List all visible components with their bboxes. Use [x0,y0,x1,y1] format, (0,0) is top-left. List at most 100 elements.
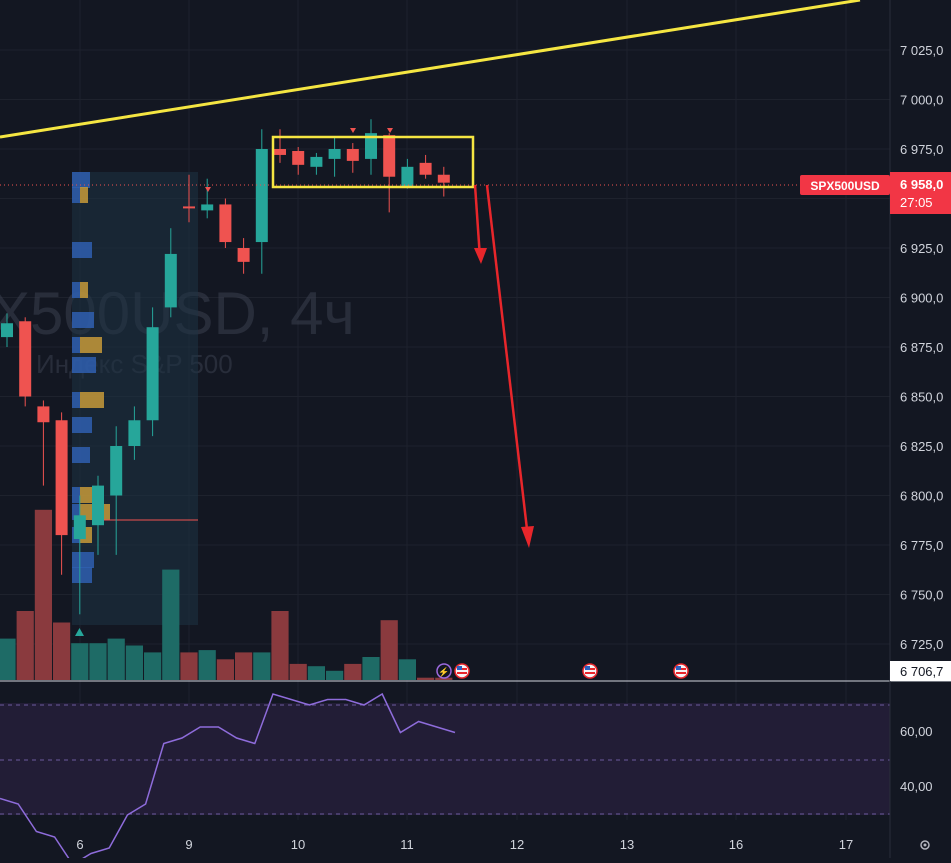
price-tick-label: 6 975,0 [900,142,943,157]
current-price: 6 958,0 [900,177,943,192]
volume-profile [72,172,110,583]
candle [401,158,414,189]
candles [1,119,450,615]
volume-bar [162,569,180,680]
candle [37,400,50,486]
volume-bar [0,638,16,680]
low-price: 6 706,7 [900,664,943,679]
price-tick-label: 6 750,0 [900,588,943,603]
buy-signal-icon [75,628,84,636]
candle [437,166,450,197]
volume-bar [271,611,289,680]
volume-bar [307,666,325,680]
price-tick-label: 6 875,0 [900,340,943,355]
candle [419,154,432,179]
volume-bar [180,652,198,680]
price-tick-label: 6 725,0 [900,637,943,652]
volume-bar [53,622,71,680]
us-flag-event-icon [673,663,689,679]
rsi-band [0,703,890,815]
volume-bar [362,657,380,680]
candle [310,152,323,175]
volume-bar [289,663,307,680]
price-tag[interactable]: 6 958,0 27:05 [890,172,951,214]
trendline[interactable] [0,0,861,139]
volume-bar [16,611,34,680]
symbol-label[interactable]: SPX500USD [800,175,890,195]
time-tick-label: 6 [76,837,83,852]
volume-bars [0,509,453,680]
volume-bar [326,670,344,680]
price-axis[interactable]: 7 025,07 000,06 975,06 950,06 925,06 900… [900,43,943,652]
candle [201,178,214,219]
us-flag-event-icon [454,663,470,679]
candle-timer: 27:05 [900,195,933,210]
consolidation-box[interactable] [271,135,475,189]
candle [183,174,195,223]
rsi-level-label: 60,00 [900,724,933,739]
volume-bar [89,643,107,680]
time-tick-label: 17 [839,837,853,852]
candle [1,313,13,347]
candle [292,147,305,175]
volume-bar [125,645,143,680]
candle [237,238,250,274]
volume-bar [253,652,271,680]
candle [164,228,177,318]
volume-bar [216,659,234,680]
candle [255,129,268,274]
volume-bar [344,663,362,680]
price-tick-label: 7 000,0 [900,93,943,108]
candle [274,129,286,163]
candle [55,412,68,575]
volume-bar [34,509,52,680]
price-tick-label: 6 775,0 [900,538,943,553]
candle [73,495,86,615]
symbol-name: SPX500USD [810,179,880,193]
volume-bar [435,677,453,680]
sell-signal-icon [205,187,211,192]
sell-signal-icon [350,128,356,133]
candle [383,133,396,213]
rsi-axis: 60,00 40,00 [900,724,933,794]
volume-bar [235,652,253,680]
price-tick-label: 7 025,0 [900,43,943,58]
low-price-tag: 6 706,7 [890,661,951,681]
volume-bar [198,650,216,680]
signal-markers [75,128,393,636]
event-markers[interactable]: ⚡ [436,663,689,679]
candle [128,406,141,460]
time-tick-label: 13 [620,837,634,852]
candle [219,198,232,248]
price-tick-label: 6 925,0 [900,241,943,256]
us-flag-event-icon [582,663,598,679]
price-tick-label: 6 900,0 [900,291,943,306]
time-tick-label: 12 [510,837,524,852]
volume-bar [107,638,125,680]
sell-signal-icon [387,128,393,133]
time-tick-label: 10 [291,837,305,852]
volume-bar [71,643,89,680]
time-tick-label: 9 [185,837,192,852]
candle [146,307,159,437]
time-axis[interactable]: 6 9 10 11 12 13 16 17 [76,837,853,852]
volume-bar [380,620,398,680]
lightning-event-icon [436,663,452,679]
projection-arrows[interactable] [473,184,534,548]
price-tick-label: 6 825,0 [900,439,943,454]
candle [92,475,104,555]
candle [365,119,377,175]
candle [19,317,32,407]
rsi-level-label: 40,00 [900,779,933,794]
time-tick-label: 16 [729,837,743,852]
gear-icon[interactable] [920,840,930,850]
volume-bar [144,652,162,680]
candle [346,143,359,173]
time-tick-label: 11 [400,837,414,852]
candle [110,426,123,555]
price-tick-label: 6 850,0 [900,390,943,405]
svg-text:⚡: ⚡ [438,666,449,678]
price-tick-label: 6 800,0 [900,489,943,504]
